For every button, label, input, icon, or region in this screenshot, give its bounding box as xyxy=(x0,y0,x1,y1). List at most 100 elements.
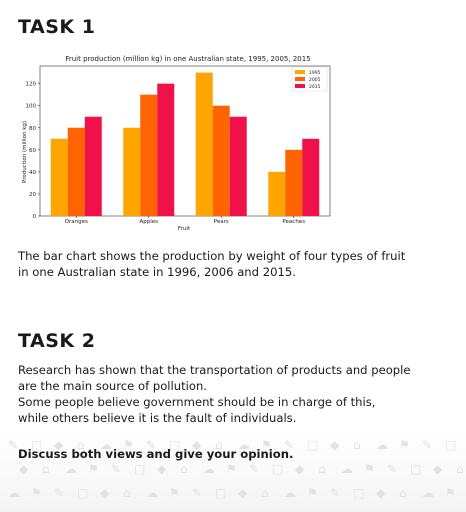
pattern-glyph: ☁ xyxy=(146,486,158,500)
pattern-glyph: ⌂ xyxy=(399,486,407,500)
bar-pears-1995 xyxy=(195,72,213,216)
pattern-glyph: ☁ xyxy=(284,486,296,500)
legend-swatch-2005 xyxy=(295,77,305,81)
chart-title: Fruit production (million kg) in one Aus… xyxy=(65,55,310,63)
pattern-glyph: ✎ xyxy=(330,486,341,500)
pattern-glyph: □ xyxy=(445,438,457,452)
plot-frame xyxy=(39,65,331,217)
pattern-glyph: ⌂ xyxy=(180,462,188,476)
pattern-glyph: ☁ xyxy=(100,438,112,452)
pattern-glyph: ☁ xyxy=(238,438,250,452)
bar-chart: Fruit production (million kg) in one Aus… xyxy=(22,55,331,232)
legend-label: 1995 xyxy=(309,70,321,76)
chart-bars xyxy=(50,72,320,216)
pattern-glyph: □ xyxy=(353,486,365,500)
pattern-glyph: ⚑ xyxy=(88,462,99,476)
y-tick-label: 80 xyxy=(29,126,36,132)
pattern-glyph: ◆ xyxy=(157,462,167,476)
pattern-glyph: ☁ xyxy=(8,486,20,500)
bar-oranges-2015 xyxy=(84,116,102,216)
pattern-glyph: ⚑ xyxy=(445,486,456,500)
pattern-glyph: ◆ xyxy=(376,486,386,500)
pattern-glyph: ✎ xyxy=(111,462,122,476)
pattern-glyph: □ xyxy=(215,486,227,500)
bar-apples-2015 xyxy=(157,83,175,216)
pattern-glyph: ◆ xyxy=(19,462,29,476)
pattern-glyph: □ xyxy=(307,438,319,452)
pattern-glyph: ◆ xyxy=(54,438,64,452)
pattern-glyph: ☁ xyxy=(203,462,215,476)
pattern-glyph: ⌂ xyxy=(42,462,50,476)
legend-swatch-2015 xyxy=(295,84,305,88)
legend-label: 2005 xyxy=(309,77,321,83)
pattern-glyph: ⌂ xyxy=(77,438,85,452)
y-tick-label: 100 xyxy=(26,104,37,110)
legend-label: 2015 xyxy=(309,84,321,90)
pattern-glyph: □ xyxy=(31,438,43,452)
pattern-glyph: ✎ xyxy=(54,486,65,500)
pattern-glyph: ✎ xyxy=(284,438,295,452)
x-tick-label: Peaches xyxy=(282,219,305,225)
bar-apples-1995 xyxy=(123,127,141,216)
bar-peaches-2005 xyxy=(285,149,303,216)
y-tick-label: 60 xyxy=(29,148,36,154)
x-tick-label: Apples xyxy=(139,219,158,225)
pattern-glyph: ⚑ xyxy=(31,486,42,500)
pattern-glyph: ⚑ xyxy=(364,462,375,476)
task1-title: TASK 1 xyxy=(18,16,96,38)
description-line: The bar chart shows the production by we… xyxy=(18,249,406,263)
x-tick-label: Pears xyxy=(214,219,229,225)
pattern-glyph: ✎ xyxy=(422,438,433,452)
y-tick-label: 20 xyxy=(29,192,36,198)
task1-description: The bar chart shows the production by we… xyxy=(18,248,448,280)
bar-pears-2015 xyxy=(229,116,247,216)
pattern-glyph: ☁ xyxy=(376,438,388,452)
pattern-glyph: ⚑ xyxy=(261,438,272,452)
bar-apples-2005 xyxy=(140,94,158,216)
bar-peaches-2015 xyxy=(302,138,320,216)
bar-oranges-2005 xyxy=(67,127,85,216)
pattern-glyph: ⌂ xyxy=(456,462,464,476)
pattern-glyph: ⌂ xyxy=(261,486,269,500)
task2-title: TASK 2 xyxy=(18,330,96,352)
pattern-glyph: ◆ xyxy=(238,486,248,500)
pattern-glyph: ☁ xyxy=(341,462,353,476)
pattern-glyph: ✎ xyxy=(192,486,203,500)
pattern-glyph: ⌂ xyxy=(123,486,131,500)
prompt-line: while others believe it is the fault of … xyxy=(18,411,297,425)
pattern-glyph: ⌂ xyxy=(215,438,223,452)
pattern-glyph: ⚑ xyxy=(399,438,410,452)
bar-oranges-1995 xyxy=(50,138,68,216)
pattern-glyph: ☁ xyxy=(422,486,434,500)
y-tick-label: 40 xyxy=(29,170,36,176)
y-tick-label: 120 xyxy=(26,82,37,88)
pattern-glyph: □ xyxy=(410,462,422,476)
x-tick-label: Oranges xyxy=(65,219,88,225)
bar-peaches-1995 xyxy=(268,171,286,216)
y-tick-label: 0 xyxy=(33,214,37,220)
description-line: in one Australian state in 1996, 2006 an… xyxy=(18,265,296,279)
y-axis-label: Production (million kg) xyxy=(22,121,28,183)
task2-instruction: Discuss both views and give your opinion… xyxy=(18,447,294,461)
pattern-glyph: ⚑ xyxy=(226,462,237,476)
task2-prompt: Research has shown that the transportati… xyxy=(18,362,448,426)
pattern-glyph: □ xyxy=(272,462,284,476)
pattern-glyph: □ xyxy=(169,438,181,452)
pattern-glyph: ◆ xyxy=(295,462,305,476)
pattern-glyph: ⚑ xyxy=(169,486,180,500)
legend-swatch-1995 xyxy=(295,70,305,74)
background-pattern: ✎ □ ◆ ⌂ ☁ ⚑ ✎ □ ◆ ⌂ ☁ ⚑ ✎ □ ◆ ⌂ ☁ ⚑ ✎ □ ◆ ⌂ ☁ ⚑ ✎ □ ◆ ⌂ ☁ ⚑ ✎ □ ◆ ⌂ ☁ ⚑ ✎ □ ◆ ⌂… xyxy=(0,430,466,512)
x-axis-label: Fruit xyxy=(178,226,191,232)
prompt-line: Research has shown that the transportati… xyxy=(18,363,411,377)
pattern-glyph: ⌂ xyxy=(353,438,361,452)
pattern-glyph: ⚑ xyxy=(123,438,134,452)
pattern-glyph: □ xyxy=(77,486,89,500)
chart-axes: 0 20 40 60 80 100 120 Oranges Apples Pears Peaches xyxy=(26,65,331,225)
pattern-glyph: ✎ xyxy=(8,438,19,452)
pattern-glyph: ◆ xyxy=(330,438,340,452)
bar-pears-2005 xyxy=(212,105,230,216)
pattern-glyph: ☁ xyxy=(65,462,77,476)
prompt-line: are the main source of pollution. xyxy=(18,379,207,393)
pattern-glyph: □ xyxy=(134,462,146,476)
